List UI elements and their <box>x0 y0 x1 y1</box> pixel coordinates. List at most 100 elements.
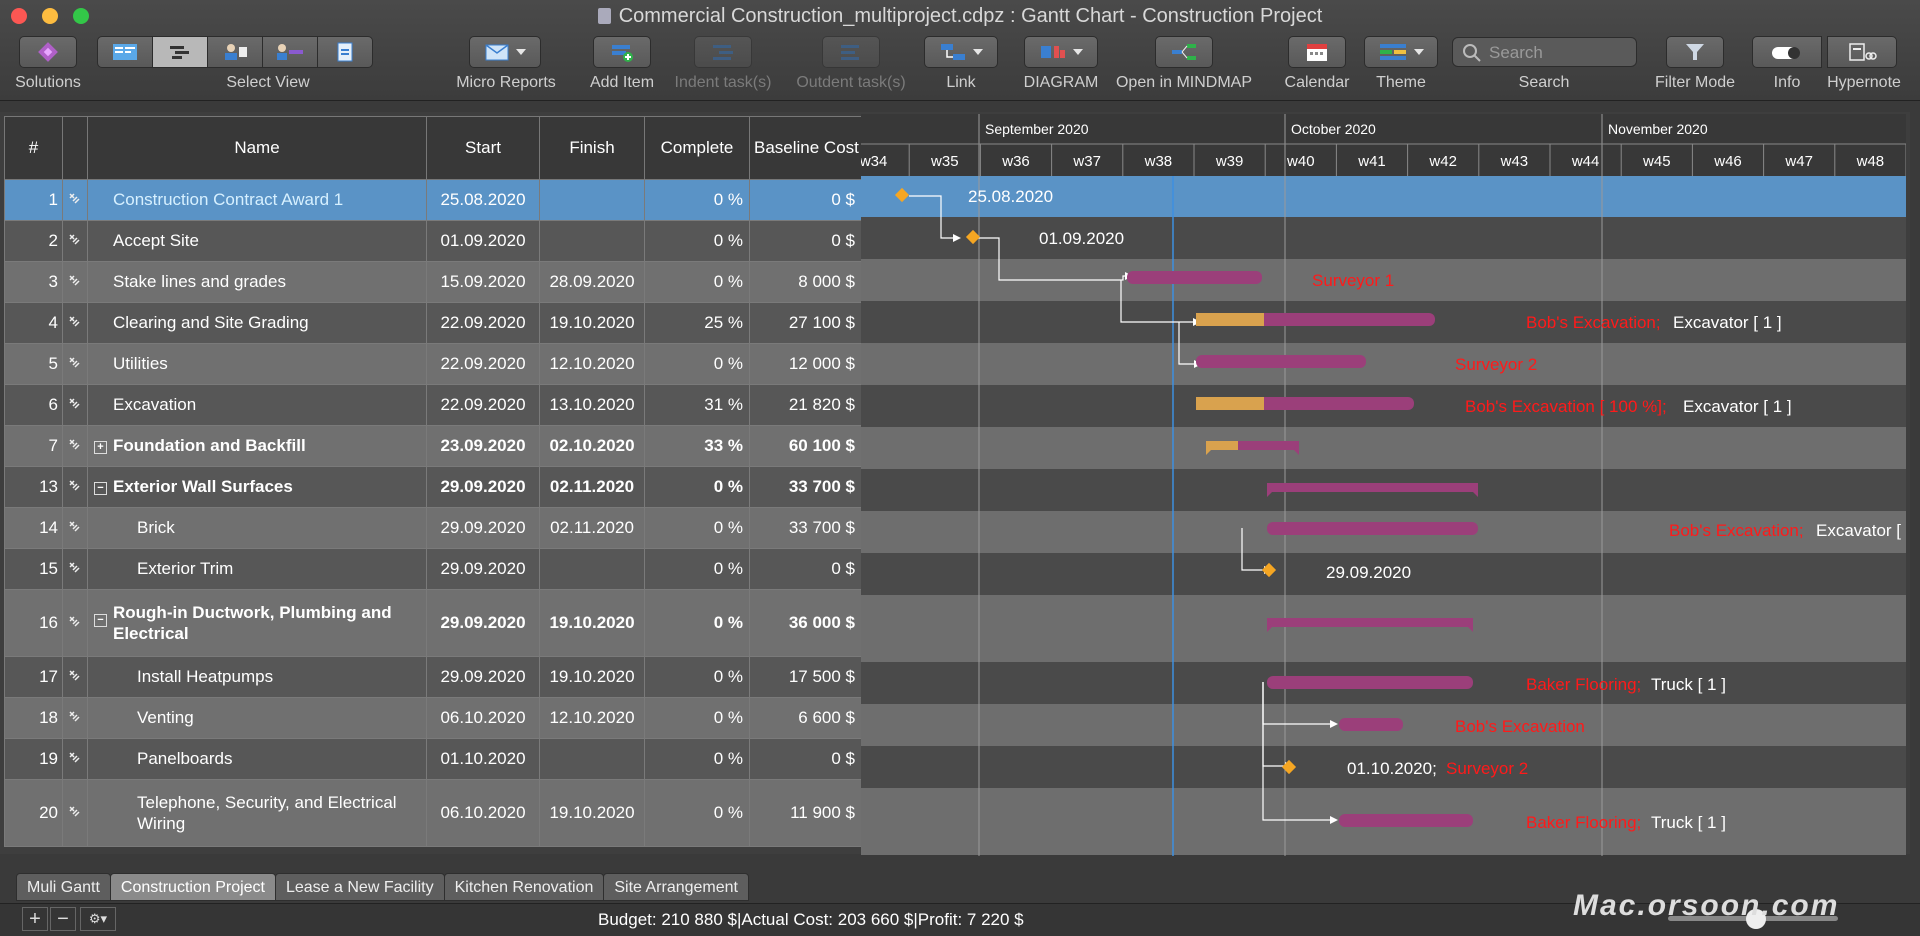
table-row[interactable]: 19 Panelboards 01.10.2020 0 % 0 $ <box>4 738 862 780</box>
task-finish[interactable]: 12.10.2020 <box>539 343 645 385</box>
task-finish[interactable]: 19.10.2020 <box>539 589 645 657</box>
task-name[interactable]: Brick <box>87 507 427 549</box>
task-cost[interactable]: 33 700 $ <box>749 507 862 549</box>
table-row[interactable]: 14 Brick 29.09.2020 02.11.2020 0 % 33 70… <box>4 507 862 549</box>
table-row[interactable]: 2 Accept Site 01.09.2020 0 % 0 $ <box>4 220 862 262</box>
task-start[interactable]: 23.09.2020 <box>426 425 540 467</box>
task-complete[interactable]: 0 % <box>644 343 750 385</box>
task-name[interactable]: − Rough-in Ductwork, Plumbing and Electri… <box>87 589 427 657</box>
task-finish[interactable]: 12.10.2020 <box>539 697 645 739</box>
table-row[interactable]: 7 + Foundation and Backfill 23.09.2020 02… <box>4 425 862 467</box>
column-header-baseline-cost[interactable]: Baseline Cost <box>749 116 862 180</box>
calendar-button[interactable] <box>1288 36 1346 68</box>
task-start[interactable]: 22.09.2020 <box>426 302 540 344</box>
summary-bar[interactable] <box>1267 618 1473 627</box>
task-name[interactable]: − Exterior Wall Surfaces <box>87 466 427 508</box>
task-cost[interactable]: 36 000 $ <box>749 589 862 657</box>
table-row[interactable]: 13 − Exterior Wall Surfaces 29.09.2020 02… <box>4 466 862 508</box>
zoom-slider-knob[interactable] <box>1746 909 1766 929</box>
column-header-start[interactable]: Start <box>426 116 540 180</box>
sheet-tab[interactable]: Construction Project <box>109 873 276 901</box>
task-start[interactable]: 29.09.2020 <box>426 466 540 508</box>
task-start[interactable]: 01.10.2020 <box>426 738 540 780</box>
column-header-indicator[interactable] <box>62 116 88 180</box>
task-finish[interactable]: 02.10.2020 <box>539 425 645 467</box>
task-complete[interactable]: 33 % <box>644 425 750 467</box>
task-cost[interactable]: 17 500 $ <box>749 656 862 698</box>
task-name[interactable]: Panelboards <box>87 738 427 780</box>
task-finish[interactable]: 02.11.2020 <box>539 507 645 549</box>
task-finish[interactable] <box>539 548 645 590</box>
summary-bar[interactable] <box>1206 441 1299 450</box>
task-cost[interactable]: 33 700 $ <box>749 466 862 508</box>
task-finish[interactable] <box>539 220 645 262</box>
table-row[interactable]: 3 Stake lines and grades 15.09.2020 28.0… <box>4 261 862 303</box>
milestone-marker[interactable] <box>965 229 981 245</box>
task-start[interactable]: 25.08.2020 <box>426 179 540 221</box>
task-bar[interactable] <box>1339 814 1473 827</box>
hypernote-button[interactable] <box>1827 36 1897 68</box>
task-cost[interactable]: 0 $ <box>749 548 862 590</box>
task-finish[interactable]: 02.11.2020 <box>539 466 645 508</box>
view-gantt-chart-button[interactable] <box>152 36 208 68</box>
task-complete[interactable]: 0 % <box>644 589 750 657</box>
task-start[interactable]: 06.10.2020 <box>426 697 540 739</box>
task-complete[interactable]: 0 % <box>644 548 750 590</box>
close-window-button[interactable] <box>11 8 27 24</box>
view-report-button[interactable] <box>317 36 373 68</box>
task-name[interactable]: Excavation <box>87 384 427 426</box>
task-cost[interactable]: 0 $ <box>749 738 862 780</box>
task-bar[interactable] <box>1267 522 1478 535</box>
column-header-name[interactable]: Name <box>87 116 427 180</box>
task-finish[interactable]: 19.10.2020 <box>539 656 645 698</box>
task-finish[interactable]: 19.10.2020 <box>539 779 645 847</box>
task-complete[interactable]: 0 % <box>644 779 750 847</box>
task-complete[interactable]: 0 % <box>644 507 750 549</box>
table-row[interactable]: 16 − Rough-in Ductwork, Plumbing and Elec… <box>4 589 862 657</box>
task-cost[interactable]: 21 820 $ <box>749 384 862 426</box>
zoom-window-button[interactable] <box>73 8 89 24</box>
task-complete[interactable]: 0 % <box>644 261 750 303</box>
task-start[interactable]: 22.09.2020 <box>426 343 540 385</box>
task-finish[interactable]: 19.10.2020 <box>539 302 645 344</box>
indent-button[interactable] <box>694 36 752 68</box>
task-name[interactable]: Telephone, Security, and Electrical Wiri… <box>87 779 427 847</box>
table-row[interactable]: 1 Construction Contract Award 1 25.08.20… <box>4 179 862 221</box>
task-name[interactable]: Venting <box>87 697 427 739</box>
micro-reports-button[interactable] <box>469 36 541 68</box>
open-mindmap-button[interactable] <box>1155 36 1213 68</box>
column-header-finish[interactable]: Finish <box>539 116 645 180</box>
summary-bar[interactable] <box>1267 483 1478 492</box>
task-complete[interactable]: 0 % <box>644 656 750 698</box>
sheet-tab[interactable]: Kitchen Renovation <box>443 873 605 901</box>
task-name[interactable]: Stake lines and grades <box>87 261 427 303</box>
task-start[interactable]: 29.09.2020 <box>426 507 540 549</box>
sheet-tab[interactable]: Lease a New Facility <box>274 873 445 901</box>
table-row[interactable]: 6 Excavation 22.09.2020 13.10.2020 31 % … <box>4 384 862 426</box>
task-cost[interactable]: 60 100 $ <box>749 425 862 467</box>
remove-sheet-button[interactable]: − <box>50 907 76 931</box>
task-name[interactable]: Utilities <box>87 343 427 385</box>
table-row[interactable]: 17 Install Heatpumps 29.09.2020 19.10.20… <box>4 656 862 698</box>
link-button[interactable] <box>924 36 998 68</box>
task-complete[interactable]: 0 % <box>644 179 750 221</box>
search-input[interactable]: Search <box>1452 37 1637 67</box>
task-bar[interactable] <box>1339 718 1403 731</box>
milestone-marker[interactable] <box>1261 562 1277 578</box>
task-name[interactable]: Install Heatpumps <box>87 656 427 698</box>
sheet-tab[interactable]: Site Arrangement <box>603 873 749 901</box>
theme-button[interactable] <box>1364 36 1438 68</box>
add-sheet-button[interactable]: + <box>22 907 48 931</box>
task-start[interactable]: 01.09.2020 <box>426 220 540 262</box>
task-finish[interactable] <box>539 738 645 780</box>
task-cost[interactable]: 27 100 $ <box>749 302 862 344</box>
view-resource-usage-button[interactable] <box>262 36 318 68</box>
task-cost[interactable]: 0 $ <box>749 179 862 221</box>
filter-mode-button[interactable] <box>1666 36 1724 68</box>
task-complete[interactable]: 0 % <box>644 697 750 739</box>
task-name[interactable]: + Foundation and Backfill <box>87 425 427 467</box>
table-row[interactable]: 5 Utilities 22.09.2020 12.10.2020 0 % 12… <box>4 343 862 385</box>
task-start[interactable]: 29.09.2020 <box>426 548 540 590</box>
task-bar[interactable] <box>1127 271 1262 284</box>
outdent-button[interactable] <box>822 36 880 68</box>
